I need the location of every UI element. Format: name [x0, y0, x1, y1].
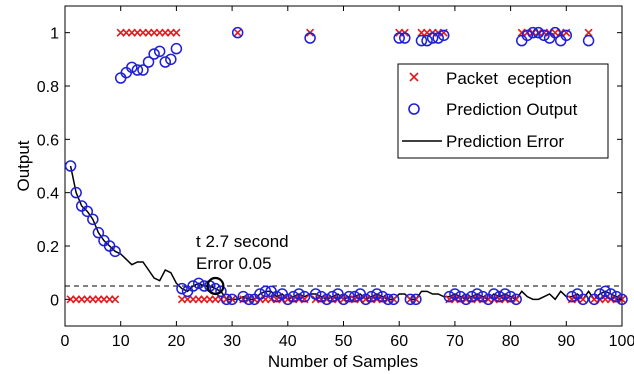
- packet-marker: [580, 296, 587, 303]
- x-tick-label: 100: [609, 333, 634, 350]
- legend-label-error: Prediction Error: [446, 132, 564, 151]
- legend-label-prediction: Prediction Output: [446, 100, 578, 119]
- annotation-layer: t 2.7 second Error 0.05: [196, 232, 289, 294]
- x-tick-label: 10: [112, 333, 130, 350]
- y-tick-label: 0: [50, 292, 59, 309]
- x-tick-label: 50: [335, 333, 353, 350]
- legend: Packet eception Prediction Output Predic…: [398, 64, 608, 158]
- x-tick-label: 0: [61, 333, 70, 350]
- x-tick-label: 30: [223, 333, 241, 350]
- y-tick-label: 0.8: [37, 79, 59, 96]
- x-tick-label: 80: [502, 333, 520, 350]
- packet-marker: [173, 29, 180, 36]
- x-tick-label: 70: [446, 333, 464, 350]
- x-tick-label: 90: [557, 333, 575, 350]
- annotation-line1: t 2.7 second: [196, 232, 289, 251]
- y-tick-label: 0.4: [37, 186, 59, 203]
- y-tick-label: 1: [50, 26, 59, 43]
- x-tick-label: 20: [168, 333, 186, 350]
- line-layer: [71, 166, 622, 299]
- prediction-point: [171, 44, 181, 54]
- packet-marker: [112, 296, 119, 303]
- prediction-point: [305, 33, 315, 43]
- prediction-error-line: [71, 166, 622, 299]
- x-tick-label: 60: [390, 333, 408, 350]
- y-tick-label: 0.6: [37, 132, 59, 149]
- legend-label-packet: Packet eception: [446, 69, 572, 88]
- x-tick-label: 40: [279, 333, 297, 350]
- y-axis-title: Output: [14, 140, 33, 191]
- prediction-point: [584, 36, 594, 46]
- annotation-line2: Error 0.05: [196, 254, 272, 273]
- packet-marker: [234, 29, 241, 36]
- x-axis-title: Number of Samples: [268, 352, 418, 371]
- y-tick-label: 0.2: [37, 239, 59, 256]
